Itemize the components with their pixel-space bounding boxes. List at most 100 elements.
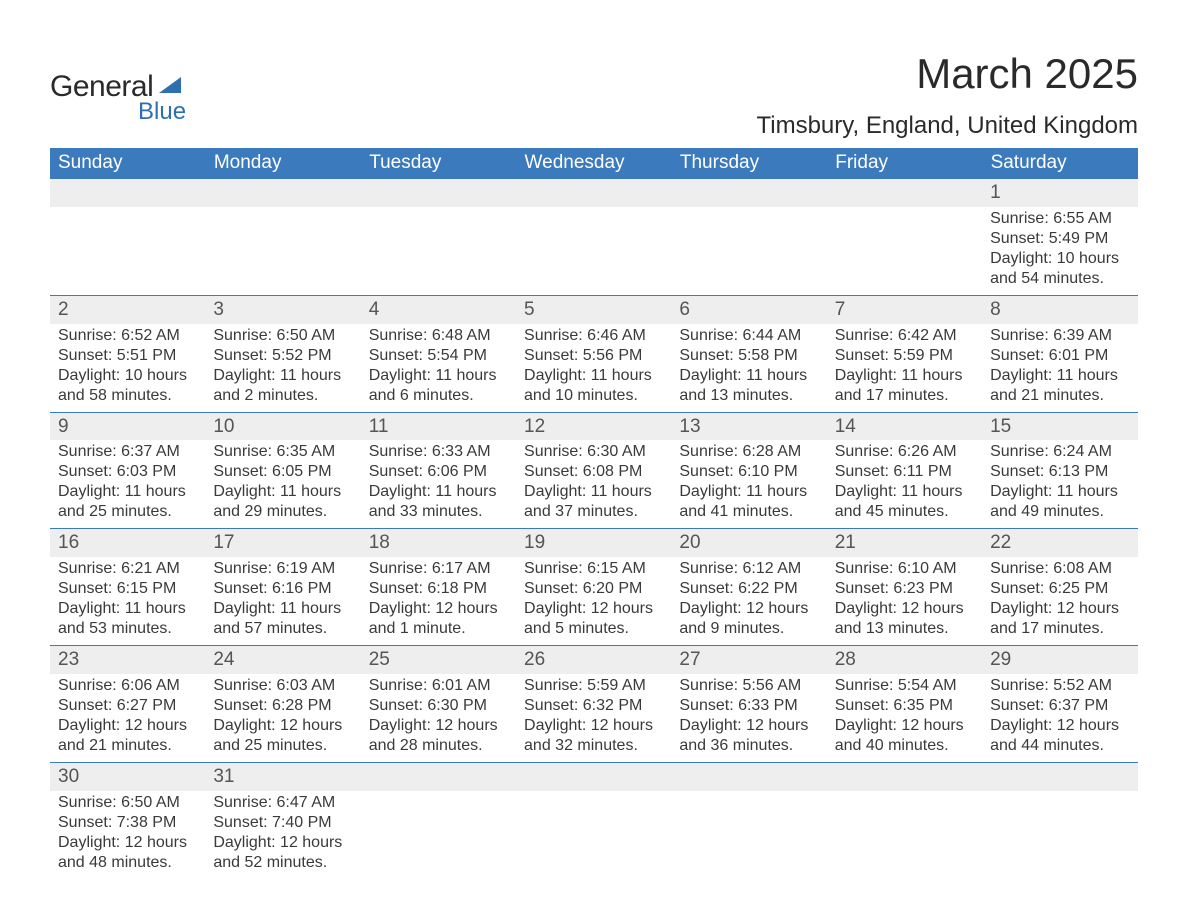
sunset-text: Sunset: 7:40 PM (213, 813, 352, 833)
day-number-cell: 11 (361, 412, 516, 440)
day-content-cell: Sunrise: 6:50 AMSunset: 7:38 PMDaylight:… (50, 791, 205, 879)
content-row: Sunrise: 6:21 AMSunset: 6:15 PM Daylight:… (50, 557, 1138, 646)
day-content-cell: Sunrise: 6:42 AMSunset: 5:59 PMDaylight:… (827, 324, 982, 413)
sunrise-text: Sunrise: 6:17 AM (369, 559, 508, 579)
daylight-text: Daylight: 10 hours and 54 minutes. (990, 249, 1129, 289)
logo: General Blue (50, 70, 186, 126)
sunrise-text: Sunrise: 6:19 AM (213, 559, 352, 579)
sunset-text: Sunset: 6:20 PM (524, 579, 663, 599)
day-content-cell (205, 207, 360, 296)
daynum-row: 16171819202122 (50, 529, 1138, 557)
sunset-text: Sunset: 6:16 PM (213, 579, 352, 599)
day-content-cell: Sunrise: 6:33 AMSunset: 6:06 PMDaylight:… (361, 440, 516, 529)
day-content-cell: Sunrise: 6:08 AMSunset: 6:25 PMDaylight:… (982, 557, 1137, 646)
dayname-sunday: Sunday (50, 148, 205, 179)
sunset-text: Sunset: 6:01 PM (990, 346, 1129, 366)
daylight-text: Daylight: 11 hours and 17 minutes. (835, 366, 974, 406)
title-block: March 2025 Timsbury, England, United Kin… (756, 50, 1138, 140)
sunrise-text: Sunrise: 6:30 AM (524, 442, 663, 462)
daynum-row: 3031 (50, 762, 1138, 790)
daylight-text: Daylight: 12 hours and 32 minutes. (524, 716, 663, 756)
sunrise-text: Sunrise: 6:37 AM (58, 442, 197, 462)
day-number-cell: 25 (361, 646, 516, 674)
sunset-text: Sunset: 6:06 PM (369, 462, 508, 482)
sunset-text: Sunset: 6:15 PM (58, 579, 197, 599)
day-number-cell: 8 (982, 295, 1137, 323)
day-content-cell (50, 207, 205, 296)
daynum-row: 2345678 (50, 295, 1138, 323)
daynum-row: 1 (50, 179, 1138, 207)
daylight-text: Daylight: 11 hours and 10 minutes. (524, 366, 663, 406)
sunrise-text: Sunrise: 6:10 AM (835, 559, 974, 579)
sunrise-text: Sunrise: 5:52 AM (990, 676, 1129, 696)
day-number-cell: 20 (671, 529, 826, 557)
sunset-text: Sunset: 5:49 PM (990, 229, 1129, 249)
sunrise-text: Sunrise: 6:39 AM (990, 326, 1129, 346)
location-text: Timsbury, England, United Kingdom (756, 112, 1138, 140)
day-content-cell: Sunrise: 5:52 AMSunset: 6:37 PMDaylight:… (982, 674, 1137, 763)
daylight-text: Daylight: 11 hours and 37 minutes. (524, 482, 663, 522)
sunset-text: Sunset: 6:03 PM (58, 462, 197, 482)
day-content-cell: Sunrise: 6:03 AMSunset: 6:28 PMDaylight:… (205, 674, 360, 763)
day-content-cell: Sunrise: 6:37 AMSunset: 6:03 PMDaylight:… (50, 440, 205, 529)
day-content-cell: Sunrise: 6:39 AMSunset: 6:01 PMDaylight:… (982, 324, 1137, 413)
sunset-text: Sunset: 6:23 PM (835, 579, 974, 599)
day-content-cell: Sunrise: 6:17 AMSunset: 6:18 PMDaylight:… (361, 557, 516, 646)
day-number-cell (671, 179, 826, 207)
day-number-cell (361, 179, 516, 207)
daylight-text: Daylight: 12 hours and 28 minutes. (369, 716, 508, 756)
sunrise-text: Sunrise: 6:01 AM (369, 676, 508, 696)
day-number-cell: 29 (982, 646, 1137, 674)
daynum-row: 23242526272829 (50, 646, 1138, 674)
daylight-text: Daylight: 11 hours and 45 minutes. (835, 482, 974, 522)
sunrise-text: Sunrise: 6:50 AM (213, 326, 352, 346)
sunrise-text: Sunrise: 6:21 AM (58, 559, 197, 579)
day-content-cell: Sunrise: 6:10 AMSunset: 6:23 PMDaylight:… (827, 557, 982, 646)
day-content-cell: Sunrise: 5:59 AMSunset: 6:32 PMDaylight:… (516, 674, 671, 763)
daylight-text: Daylight: 10 hours and 58 minutes. (58, 366, 197, 406)
sunset-text: Sunset: 6:28 PM (213, 696, 352, 716)
sunrise-text: Sunrise: 6:24 AM (990, 442, 1129, 462)
day-number-cell (205, 179, 360, 207)
sunrise-text: Sunrise: 6:15 AM (524, 559, 663, 579)
sunrise-text: Sunrise: 5:59 AM (524, 676, 663, 696)
day-content-cell (982, 791, 1137, 879)
daylight-text: Daylight: 12 hours and 25 minutes. (213, 716, 352, 756)
sunrise-text: Sunrise: 6:42 AM (835, 326, 974, 346)
daylight-text: Daylight: 11 hours and 41 minutes. (679, 482, 818, 522)
day-number-cell: 30 (50, 762, 205, 790)
content-row: Sunrise: 6:52 AMSunset: 5:51 PMDaylight:… (50, 324, 1138, 413)
day-number-cell (982, 762, 1137, 790)
daylight-text: Daylight: 11 hours and 6 minutes. (369, 366, 508, 406)
sunset-text: Sunset: 6:22 PM (679, 579, 818, 599)
sunset-text: Sunset: 5:52 PM (213, 346, 352, 366)
header-region: General Blue March 2025 Timsbury, Englan… (50, 50, 1138, 140)
sunrise-text: Sunrise: 6:50 AM (58, 793, 197, 813)
daylight-text: Daylight: 11 hours and 33 minutes. (369, 482, 508, 522)
sunset-text: Sunset: 6:37 PM (990, 696, 1129, 716)
day-number-cell: 24 (205, 646, 360, 674)
sunset-text: Sunset: 5:54 PM (369, 346, 508, 366)
day-number-cell (671, 762, 826, 790)
day-number-cell: 1 (982, 179, 1137, 207)
daylight-text: Daylight: 12 hours and 13 minutes. (835, 599, 974, 639)
daylight-text: Daylight: 12 hours and 21 minutes. (58, 716, 197, 756)
day-number-cell: 7 (827, 295, 982, 323)
sunset-text: Sunset: 6:25 PM (990, 579, 1129, 599)
sunset-text: Sunset: 6:30 PM (369, 696, 508, 716)
sunset-text: Sunset: 6:18 PM (369, 579, 508, 599)
day-content-cell: Sunrise: 6:50 AMSunset: 5:52 PMDaylight:… (205, 324, 360, 413)
content-row: Sunrise: 6:55 AMSunset: 5:49 PMDaylight:… (50, 207, 1138, 296)
day-content-cell: Sunrise: 6:28 AMSunset: 6:10 PMDaylight:… (671, 440, 826, 529)
day-number-cell: 10 (205, 412, 360, 440)
day-content-cell: Sunrise: 6:30 AMSunset: 6:08 PMDaylight:… (516, 440, 671, 529)
content-row: Sunrise: 6:06 AMSunset: 6:27 PMDaylight:… (50, 674, 1138, 763)
sunset-text: Sunset: 5:59 PM (835, 346, 974, 366)
daylight-text: Daylight: 11 hours and 21 minutes. (990, 366, 1129, 406)
day-number-cell (827, 762, 982, 790)
day-number-cell: 6 (671, 295, 826, 323)
daylight-text: Daylight: 11 hours and 2 minutes. (213, 366, 352, 406)
sunset-text: Sunset: 6:13 PM (990, 462, 1129, 482)
day-content-cell: Sunrise: 6:46 AMSunset: 5:56 PMDaylight:… (516, 324, 671, 413)
daylight-text: Daylight: 12 hours and 48 minutes. (58, 833, 197, 873)
